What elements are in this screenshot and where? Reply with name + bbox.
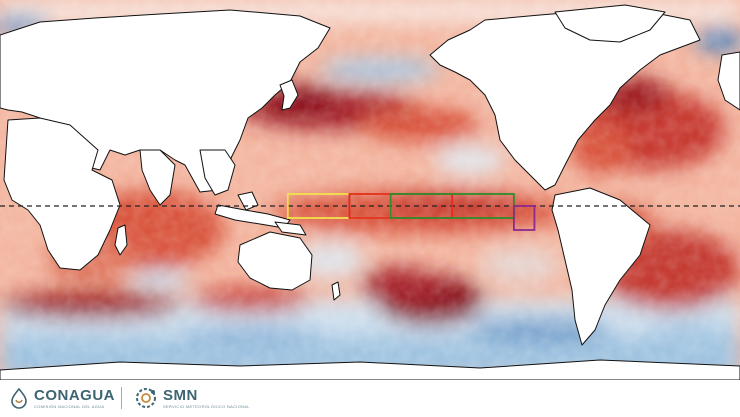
nino-regions [286, 193, 536, 231]
north-america-land [429, 9, 701, 191]
map-canvas [0, 0, 740, 380]
conagua-name: CONAGUA [34, 387, 115, 404]
region-box-ni-o-1-2 [512, 205, 536, 231]
indochina-land [199, 149, 236, 196]
new-zealand-land [331, 281, 341, 301]
smn-subtitle: SERVICIO METEOROLÓGICO NACIONAL [163, 404, 250, 409]
madagascar-land [114, 224, 128, 256]
japan-land [279, 79, 299, 111]
australia-land [237, 231, 313, 291]
conagua-logo: CONAGUA COMISIÓN NACIONAL DEL AGUA [8, 384, 115, 412]
greenland-land [554, 4, 666, 43]
conagua-subtitle: COMISIÓN NACIONAL DEL AGUA [34, 404, 105, 409]
smn-emblem-icon [136, 388, 156, 408]
antarctica-land [0, 359, 740, 380]
footer: CONAGUA COMISIÓN NACIONAL DEL AGUA SMN S… [0, 380, 740, 417]
south-america-land [551, 187, 651, 346]
new-guinea-land [274, 221, 307, 236]
india-land [139, 149, 176, 206]
smn-logo: SMN SERVICIO METEOROLÓGICO NACIONAL [133, 384, 250, 412]
smn-name: SMN [163, 387, 198, 404]
land-masses [0, 4, 740, 380]
conagua-emblem-icon [11, 387, 27, 409]
footer-divider [121, 387, 122, 409]
africa-land [3, 117, 121, 271]
europe-east-edge-land [717, 51, 740, 111]
